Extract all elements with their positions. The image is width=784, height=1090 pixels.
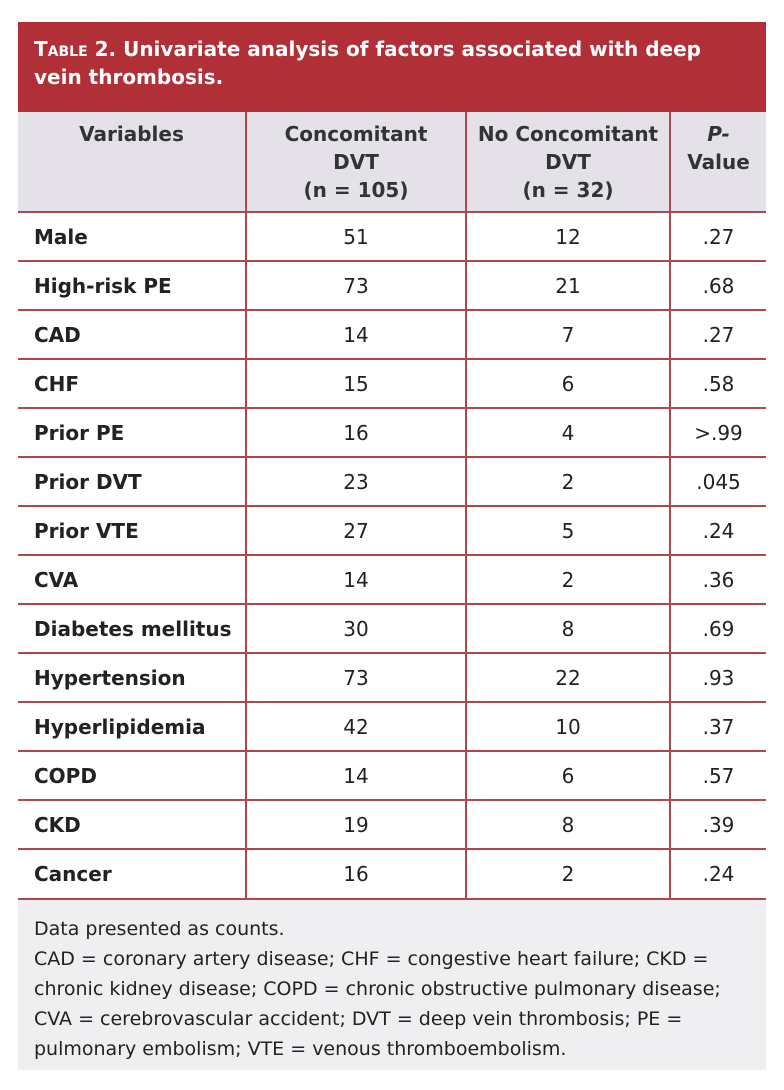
cell: 8 — [465, 799, 670, 849]
row-label: Cancer — [18, 848, 246, 898]
table-row: CKD 19 8.39 — [18, 799, 766, 849]
cell: 51 — [245, 211, 466, 261]
table-row: Diabetes mellitus 30 8.69 — [18, 603, 766, 653]
cell: .57 — [669, 750, 766, 800]
row-label: Prior DVT — [18, 456, 246, 506]
header-line: P- — [707, 122, 730, 146]
cell: .93 — [669, 652, 766, 702]
cell: 6 — [465, 750, 670, 800]
table-row: High-risk PE 73 21.68 — [18, 260, 766, 310]
cell: .24 — [669, 505, 766, 555]
cell: .27 — [669, 211, 766, 261]
cell: 42 — [245, 701, 466, 751]
cell: 6 — [465, 358, 670, 408]
row-label: CHF — [18, 358, 246, 408]
table-row: CVA 14 2.36 — [18, 554, 766, 604]
header-row: Variables Concomitant DVT (n = 105) No Conco… — [18, 112, 766, 212]
cell: 30 — [245, 603, 466, 653]
table-card: Table 2. Univariate analysis of factors … — [18, 22, 766, 1070]
header-line: DVT — [545, 150, 591, 174]
column-header: P- Value — [669, 112, 766, 212]
cell: 73 — [245, 260, 466, 310]
cell: 8 — [465, 603, 670, 653]
cell: 15 — [245, 358, 466, 408]
footnote: Data presented as counts. — [34, 918, 285, 940]
cell: 14 — [245, 309, 466, 359]
footnotes: Data presented as counts. CAD = coronary … — [18, 898, 766, 1070]
row-label: Prior PE — [18, 407, 246, 457]
cell: 10 — [465, 701, 670, 751]
header-line: (n = 32) — [522, 178, 614, 202]
table-row: Prior VTE 27 5.24 — [18, 505, 766, 555]
cell: .27 — [669, 309, 766, 359]
column-header: Concomitant DVT (n = 105) — [245, 112, 466, 212]
table-row: Hypertension 73 22.93 — [18, 652, 766, 702]
column-header: No Concomitant DVT (n = 32) — [465, 112, 670, 212]
cell: .045 — [669, 456, 766, 506]
cell: 14 — [245, 554, 466, 604]
cell: .36 — [669, 554, 766, 604]
footnote: CAD = coronary artery disease; CHF = con… — [34, 948, 721, 1060]
cell: .58 — [669, 358, 766, 408]
row-label: Diabetes mellitus — [18, 603, 246, 653]
row-label: Hyperlipidemia — [18, 701, 246, 751]
cell: 2 — [465, 554, 670, 604]
cell: .24 — [669, 848, 766, 898]
cell: .69 — [669, 603, 766, 653]
cell: 16 — [245, 848, 466, 898]
table-row: CHF 15 6.58 — [18, 358, 766, 408]
cell: .68 — [669, 260, 766, 310]
row-label: CVA — [18, 554, 246, 604]
row-label: High-risk PE — [18, 260, 246, 310]
cell: 5 — [465, 505, 670, 555]
header-line: Value — [687, 150, 750, 174]
cell: 73 — [245, 652, 466, 702]
cell: 22 — [465, 652, 670, 702]
cell: .37 — [669, 701, 766, 751]
table-body: Male 51 12.27 High-risk PE 73 21.68 CAD 14 7.27 C… — [18, 211, 766, 898]
header-line: Concomitant — [284, 122, 428, 146]
cell: 19 — [245, 799, 466, 849]
cell: 16 — [245, 407, 466, 457]
table-row: CAD 14 7.27 — [18, 309, 766, 359]
cell: 2 — [465, 456, 670, 506]
table-title: Univariate analysis of factors associate… — [34, 37, 701, 89]
cell: 4 — [465, 407, 670, 457]
table-row: Prior DVT 23 2.045 — [18, 456, 766, 506]
cell: 7 — [465, 309, 670, 359]
cell: 27 — [245, 505, 466, 555]
header-line: DVT — [333, 150, 379, 174]
row-label: Prior VTE — [18, 505, 246, 555]
row-label: CAD — [18, 309, 246, 359]
table-row: Cancer 16 2.24 — [18, 848, 766, 898]
cell: 12 — [465, 211, 670, 261]
table: Variables Concomitant DVT (n = 105) No Conco… — [18, 112, 766, 898]
table-row: Hyperlipidemia 42 10.37 — [18, 701, 766, 751]
cell: 14 — [245, 750, 466, 800]
header-line: No Concomitant — [477, 122, 659, 146]
row-label: CKD — [18, 799, 246, 849]
header-line: (n = 105) — [303, 178, 409, 202]
row-label: Hypertension — [18, 652, 246, 702]
table-row: COPD 14 6.57 — [18, 750, 766, 800]
column-header: Variables — [18, 112, 246, 212]
table-row: Male 51 12.27 — [18, 211, 766, 261]
header-line: Variables — [79, 122, 184, 146]
cell: .39 — [669, 799, 766, 849]
table-row: Prior PE 16 4 >.99 — [18, 407, 766, 457]
table-label: Table 2. — [34, 37, 117, 61]
row-label: Male — [18, 211, 246, 261]
cell: >.99 — [669, 407, 766, 457]
table-title-bar: Table 2. Univariate analysis of factors … — [18, 22, 766, 112]
cell: 2 — [465, 848, 670, 898]
cell: 23 — [245, 456, 466, 506]
row-label: COPD — [18, 750, 246, 800]
cell: 21 — [465, 260, 670, 310]
